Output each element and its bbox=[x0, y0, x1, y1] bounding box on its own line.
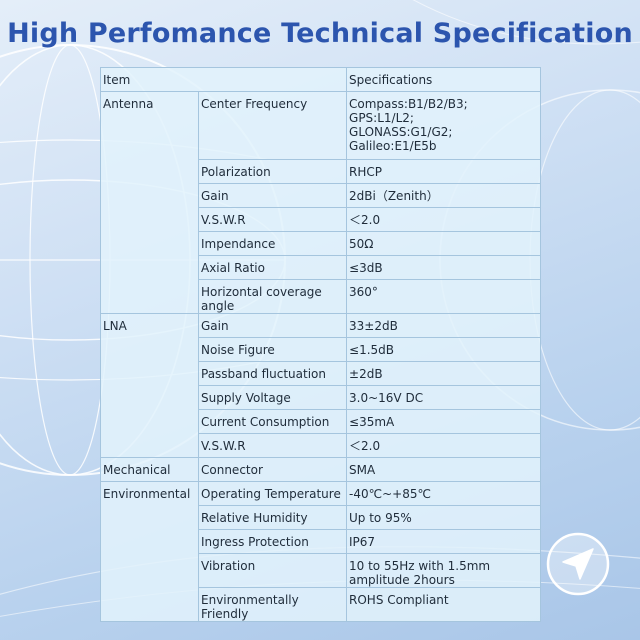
header-item: Item bbox=[99, 67, 348, 92]
value-cell: -40℃~+85℃ bbox=[346, 481, 542, 506]
value-cell: ≤3dB bbox=[346, 255, 542, 280]
table-row: Environmental Operating Temperature -40℃~+… bbox=[100, 481, 542, 622]
parameter-cell: Passband fluctuation bbox=[197, 361, 348, 386]
value-cell: ROHS Compliant bbox=[346, 587, 542, 622]
table-row: Mechanical Connector SMA bbox=[100, 457, 542, 482]
parameter-cell: Noise Figure bbox=[197, 337, 348, 362]
parameter-cell: Connector bbox=[197, 457, 348, 482]
group-label: Mechanical bbox=[100, 457, 199, 482]
value-cell: ＜2.0 bbox=[346, 433, 542, 458]
table-row: LNA Gain 33±2dB bbox=[100, 313, 542, 458]
table-row: Vibration 10 to 55Hz with 1.5mm amplitude… bbox=[101, 553, 542, 588]
table-row: Impendance 50Ω bbox=[101, 231, 542, 256]
parameter-cell: Polarization bbox=[197, 159, 348, 184]
table-row: Horizontal coverage angle 360° bbox=[101, 279, 542, 314]
value-cell: 3.0~16V DC bbox=[346, 385, 542, 410]
value-cell: ≤35mA bbox=[346, 409, 542, 434]
value-cell: SMA bbox=[346, 457, 542, 482]
table-row: Polarization RHCP bbox=[101, 159, 542, 184]
value-cell: IP67 bbox=[346, 529, 542, 554]
value-cell: 33±2dB bbox=[346, 313, 542, 338]
value-cell: ≤1.5dB bbox=[346, 337, 542, 362]
parameter-cell: Current Consumption bbox=[197, 409, 348, 434]
parameter-cell: Operating Temperature bbox=[197, 481, 348, 506]
parameter-cell: Center Frequency bbox=[197, 91, 348, 160]
value-cell: Compass:B1/B2/B3; GPS:L1/L2; GLONASS:G1/… bbox=[346, 91, 542, 160]
table-row: Environmentally Friendly ROHS Compliant bbox=[101, 587, 542, 622]
parameter-cell: V.S.W.R bbox=[197, 207, 348, 232]
group-label: Antenna bbox=[100, 91, 199, 314]
value-cell: ±2dB bbox=[346, 361, 542, 386]
parameter-cell: Supply Voltage bbox=[197, 385, 348, 410]
value-cell: 360° bbox=[346, 279, 542, 314]
table-row: Axial Ratio ≤3dB bbox=[101, 255, 542, 280]
parameter-cell: V.S.W.R bbox=[197, 433, 348, 458]
table-row: Passband fluctuation ±2dB bbox=[101, 361, 542, 386]
value-cell: 50Ω bbox=[346, 231, 542, 256]
table-row: Noise Figure ≤1.5dB bbox=[101, 337, 542, 362]
table-row: Gain 2dBi（Zenith） bbox=[101, 183, 542, 208]
header-specifications: Specifications bbox=[346, 67, 542, 92]
page-title: High Perfomance Technical Specification bbox=[7, 18, 633, 49]
table-row: Antenna Center Frequency Compass:B1/B2/B3;… bbox=[100, 91, 542, 314]
parameter-cell: Axial Ratio bbox=[197, 255, 348, 280]
navigation-arrow-icon bbox=[546, 532, 610, 596]
group-label: LNA bbox=[100, 313, 199, 458]
parameter-cell: Gain bbox=[197, 313, 348, 338]
group-label: Environmental bbox=[100, 481, 199, 622]
parameter-cell: Vibration bbox=[197, 553, 348, 588]
value-cell: ＜2.0 bbox=[346, 207, 542, 232]
table-row: V.S.W.R ＜2.0 bbox=[101, 207, 542, 232]
value-cell: 2dBi（Zenith） bbox=[346, 183, 542, 208]
table-row: V.S.W.R ＜2.0 bbox=[101, 433, 542, 458]
value-cell: RHCP bbox=[346, 159, 542, 184]
value-cell: Up to 95% bbox=[346, 505, 542, 530]
parameter-cell: Ingress Protection bbox=[197, 529, 348, 554]
parameter-cell: Environmentally Friendly bbox=[197, 587, 348, 622]
specification-table: Item Specifications Antenna Center Freque… bbox=[99, 67, 542, 622]
parameter-cell: Gain bbox=[197, 183, 348, 208]
parameter-cell: Relative Humidity bbox=[197, 505, 348, 530]
parameter-cell: Horizontal coverage angle bbox=[197, 279, 348, 314]
parameter-cell: Impendance bbox=[197, 231, 348, 256]
value-cell: 10 to 55Hz with 1.5mm amplitude 2hours bbox=[346, 553, 542, 588]
table-header-row: Item Specifications bbox=[99, 67, 542, 92]
